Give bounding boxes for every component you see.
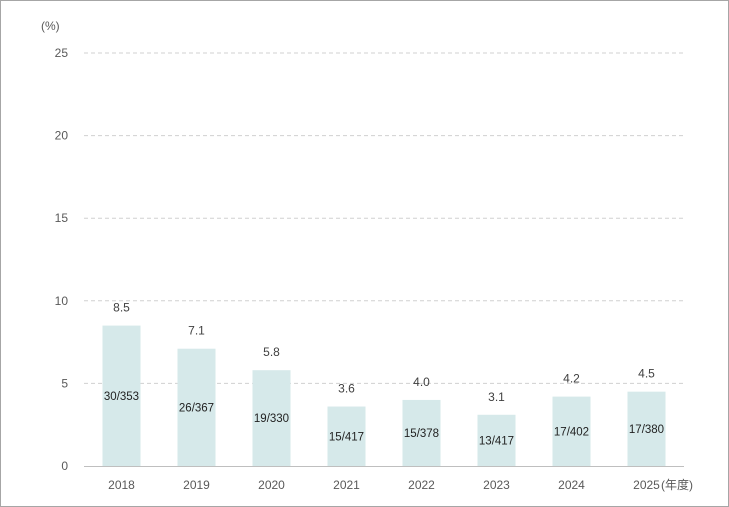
value-label: 4.2: [563, 372, 580, 386]
bar-count-label: 15/378: [404, 428, 439, 440]
bar-count-label: 15/417: [329, 431, 364, 443]
bar-count-label: 26/367: [179, 402, 214, 414]
y-tick-label: 20: [55, 129, 69, 143]
x-tick-label: 2022: [408, 478, 435, 492]
bar-2025: [627, 391, 666, 466]
bar-2021: [327, 406, 366, 466]
x-unit-label: (年度): [661, 477, 693, 492]
value-label: 4.0: [413, 375, 430, 389]
x-tick-label: 2021: [333, 478, 360, 492]
bar-count-label: 17/380: [629, 424, 664, 436]
value-label: 4.5: [638, 367, 655, 381]
x-tick-label: 2023: [483, 478, 510, 492]
value-label: 3.6: [338, 382, 355, 396]
bar-2024: [552, 396, 591, 466]
x-tick-label: 2018: [108, 478, 135, 492]
bar-2020: [252, 370, 291, 466]
y-tick-label: 10: [55, 294, 69, 308]
bar-count-label: 17/402: [554, 426, 589, 438]
bar-2018: [102, 325, 141, 466]
bar-count-label: 19/330: [254, 413, 289, 425]
y-tick-label: 5: [61, 376, 68, 390]
value-label: 3.1: [488, 390, 505, 404]
x-tick-label: 2019: [183, 478, 210, 492]
y-tick-label: 0: [61, 459, 68, 473]
value-label: 5.8: [263, 345, 280, 359]
bar-count-label: 13/417: [479, 435, 514, 447]
bar-2019: [177, 348, 216, 466]
value-label: 7.1: [188, 324, 205, 338]
x-tick-label: 2020: [258, 478, 285, 492]
y-unit-label: (%): [41, 19, 60, 33]
value-label: 8.5: [113, 301, 130, 315]
bar-2023: [477, 414, 516, 466]
y-tick-label: 25: [55, 46, 69, 60]
y-tick-label: 15: [55, 211, 69, 225]
x-tick-label: 2024: [558, 478, 585, 492]
x-tick-label: 2025: [633, 478, 660, 492]
bar-2022: [402, 399, 441, 466]
bar-count-label: 30/353: [104, 391, 139, 403]
